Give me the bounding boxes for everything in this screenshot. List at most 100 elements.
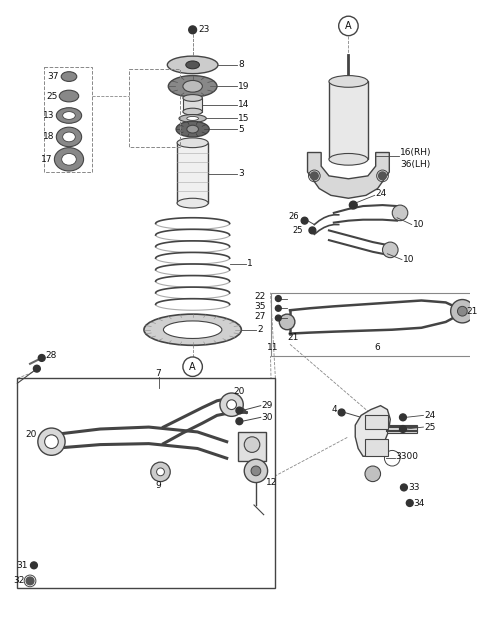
Circle shape <box>457 306 467 316</box>
Circle shape <box>365 466 381 482</box>
Circle shape <box>189 26 196 34</box>
Text: 14: 14 <box>239 100 250 109</box>
Circle shape <box>399 414 407 420</box>
Text: 26: 26 <box>288 212 299 221</box>
Text: 25: 25 <box>424 422 436 431</box>
Text: 27: 27 <box>254 311 265 320</box>
Circle shape <box>339 16 358 36</box>
Polygon shape <box>308 152 389 198</box>
Ellipse shape <box>59 90 79 102</box>
Circle shape <box>236 418 243 425</box>
Bar <box>387 425 417 433</box>
Text: 24: 24 <box>424 411 436 420</box>
Text: A: A <box>345 21 352 31</box>
Text: 22: 22 <box>254 292 265 301</box>
Ellipse shape <box>183 94 203 101</box>
Ellipse shape <box>187 117 199 121</box>
Circle shape <box>31 562 37 568</box>
Text: 18: 18 <box>43 133 54 142</box>
Circle shape <box>26 577 34 585</box>
Circle shape <box>311 172 318 180</box>
Ellipse shape <box>54 147 84 171</box>
Circle shape <box>251 466 261 476</box>
Text: 10: 10 <box>413 220 424 229</box>
Circle shape <box>276 306 281 311</box>
Text: A: A <box>189 362 196 372</box>
Ellipse shape <box>63 112 75 119</box>
Bar <box>183 98 203 112</box>
Text: 10: 10 <box>403 255 414 264</box>
Circle shape <box>407 500 413 507</box>
Text: 37: 37 <box>48 72 59 81</box>
Ellipse shape <box>62 154 76 165</box>
Text: 31: 31 <box>17 561 28 570</box>
Text: 8: 8 <box>239 61 244 70</box>
Text: 25: 25 <box>46 91 57 101</box>
Bar <box>329 82 368 160</box>
Text: 23: 23 <box>199 26 210 34</box>
Circle shape <box>38 428 65 456</box>
Text: 33: 33 <box>408 483 420 492</box>
Ellipse shape <box>183 108 203 115</box>
Circle shape <box>34 365 40 372</box>
Ellipse shape <box>56 108 82 123</box>
Bar <box>44 67 92 172</box>
Bar <box>271 293 475 356</box>
Text: 9: 9 <box>156 481 161 490</box>
Bar <box>365 415 388 429</box>
Text: 3: 3 <box>239 170 244 179</box>
Circle shape <box>451 299 474 323</box>
Circle shape <box>338 409 345 416</box>
Circle shape <box>183 357 203 376</box>
Ellipse shape <box>187 125 199 133</box>
Ellipse shape <box>144 314 241 345</box>
Circle shape <box>151 462 170 482</box>
Ellipse shape <box>63 132 75 142</box>
Ellipse shape <box>168 56 218 73</box>
Ellipse shape <box>329 75 368 87</box>
Text: 17: 17 <box>41 155 52 164</box>
Circle shape <box>309 227 316 234</box>
Text: 6: 6 <box>375 343 381 352</box>
Bar <box>177 143 208 203</box>
Circle shape <box>301 218 308 224</box>
Text: 3300: 3300 <box>395 452 418 461</box>
Circle shape <box>400 484 408 491</box>
Ellipse shape <box>176 121 209 137</box>
Text: 29: 29 <box>262 401 273 410</box>
Circle shape <box>38 355 45 361</box>
Text: 36(LH): 36(LH) <box>400 160 430 168</box>
Circle shape <box>156 468 165 476</box>
Circle shape <box>279 314 295 330</box>
Text: 4: 4 <box>331 405 337 414</box>
Text: 1: 1 <box>247 259 253 268</box>
Ellipse shape <box>168 75 217 97</box>
Ellipse shape <box>183 80 203 92</box>
Ellipse shape <box>163 321 222 339</box>
Circle shape <box>392 205 408 221</box>
Ellipse shape <box>56 127 82 147</box>
Circle shape <box>45 435 58 449</box>
Text: 16(RH): 16(RH) <box>400 148 432 157</box>
Circle shape <box>220 393 243 417</box>
Text: 20: 20 <box>25 431 37 440</box>
Ellipse shape <box>186 61 200 69</box>
Circle shape <box>236 407 243 414</box>
Ellipse shape <box>177 198 208 208</box>
Text: 25: 25 <box>292 226 303 235</box>
Text: 32: 32 <box>13 576 24 586</box>
Text: 12: 12 <box>265 478 277 487</box>
Text: 13: 13 <box>43 111 54 120</box>
Text: 35: 35 <box>254 302 265 311</box>
Ellipse shape <box>179 115 206 122</box>
Ellipse shape <box>177 138 208 147</box>
Text: 7: 7 <box>156 369 161 378</box>
Circle shape <box>276 315 281 321</box>
Text: 24: 24 <box>376 189 387 198</box>
Text: 21: 21 <box>466 307 478 316</box>
Text: 20: 20 <box>234 387 245 396</box>
Ellipse shape <box>61 71 77 82</box>
Text: 11: 11 <box>267 343 278 352</box>
Polygon shape <box>355 406 390 456</box>
Text: 30: 30 <box>262 413 273 422</box>
